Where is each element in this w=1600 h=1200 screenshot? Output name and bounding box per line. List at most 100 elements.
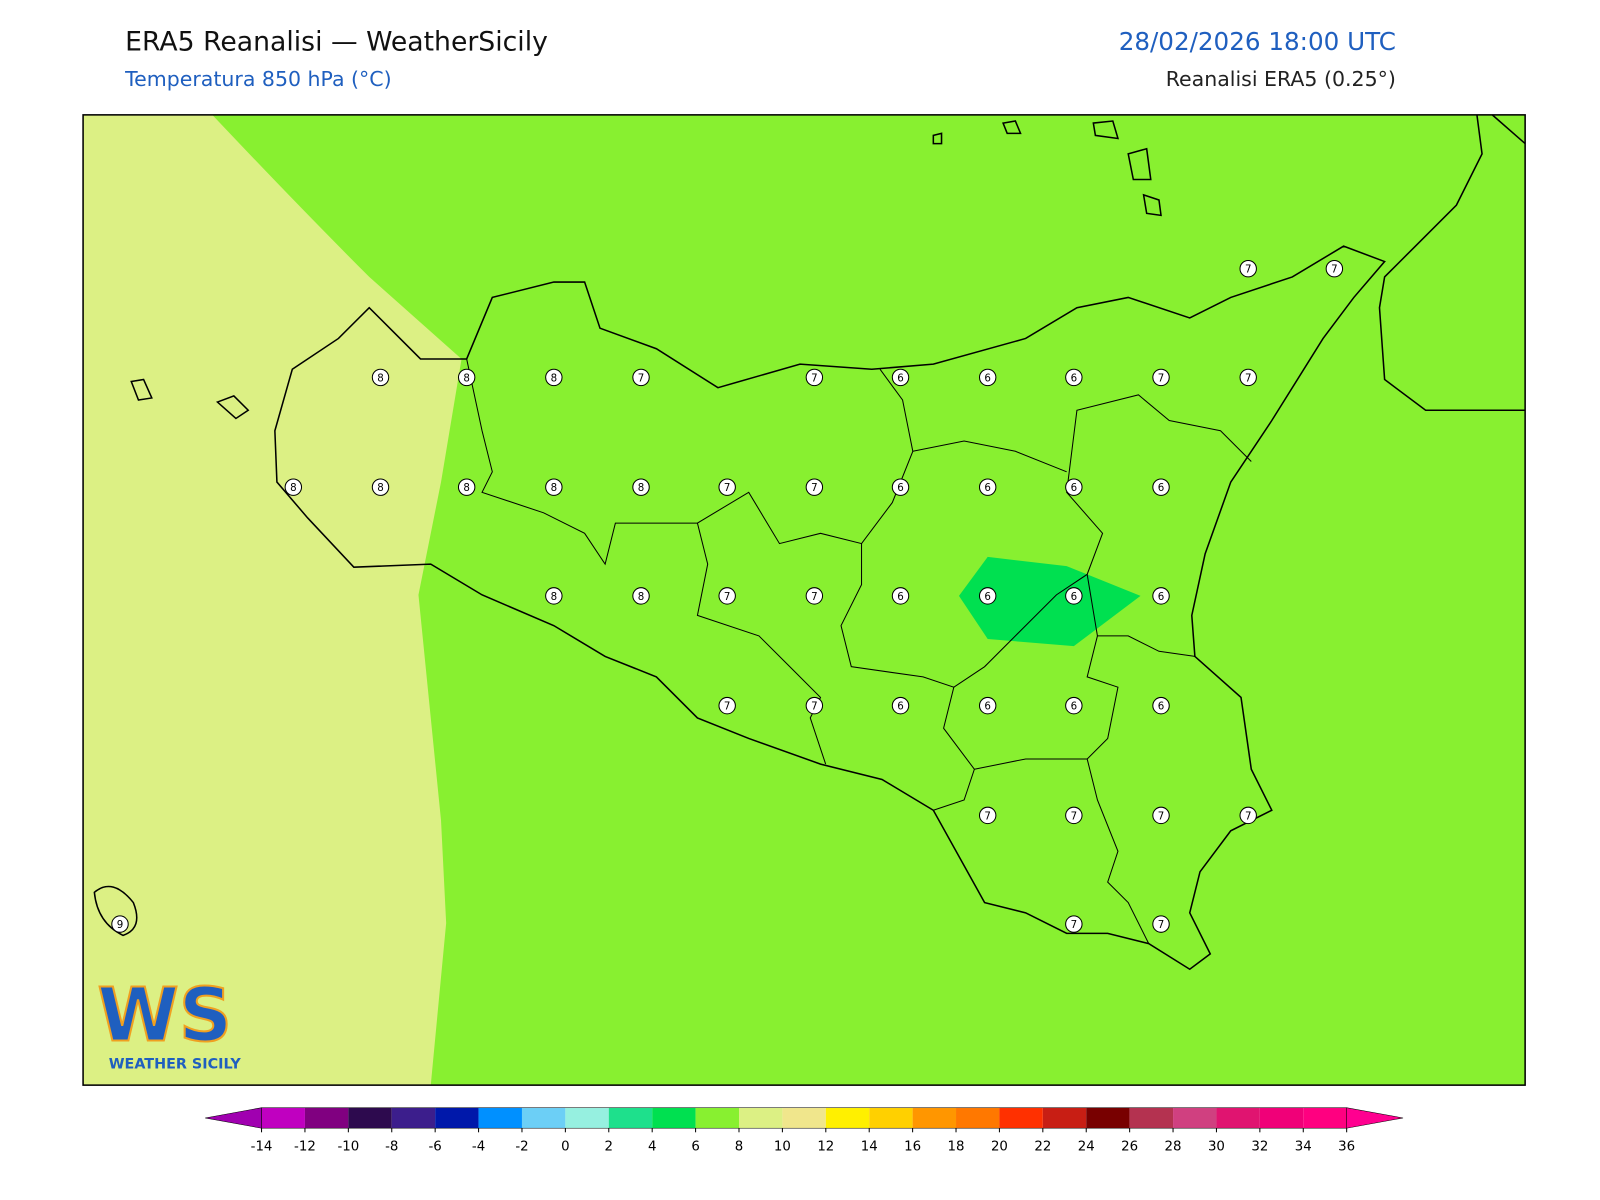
- station-value: 6: [1071, 482, 1078, 494]
- station-marker: [1239, 806, 1257, 825]
- station-value: 7: [1071, 810, 1078, 822]
- station-marker: [632, 368, 650, 387]
- colorbar-tick-label: 36: [1338, 1140, 1355, 1155]
- colorbar-bin: [435, 1107, 479, 1129]
- station-value: 8: [463, 372, 470, 384]
- station-marker: [805, 587, 824, 605]
- station-value: 8: [638, 482, 645, 494]
- station-value: 6: [984, 591, 991, 603]
- station-marker: [718, 587, 736, 605]
- colorbar-bin: [1216, 1107, 1260, 1129]
- station-value: 7: [1245, 372, 1252, 384]
- station-marker: [457, 478, 476, 496]
- station-marker: [1152, 696, 1170, 715]
- station-value: 7: [724, 701, 731, 713]
- station-marker: [978, 696, 997, 715]
- colorbar-bin: [1042, 1107, 1087, 1129]
- colorbar-tick-label: 26: [1121, 1140, 1138, 1155]
- colorbar-bin: [1303, 1107, 1347, 1129]
- colorbar-tick-label: 6: [691, 1140, 699, 1155]
- station-marker: [545, 478, 563, 496]
- station-marker: [1152, 587, 1170, 605]
- colorbar-tick-label: -12: [294, 1140, 316, 1155]
- station-marker: [978, 806, 997, 825]
- colorbar-tick-label: 28: [1165, 1140, 1182, 1155]
- station-value: 7: [1331, 264, 1338, 276]
- station-value: 8: [377, 372, 384, 384]
- station-value: 7: [984, 810, 991, 822]
- colorbar-bin: [565, 1107, 609, 1129]
- colorbar-bin: [825, 1107, 870, 1129]
- station-marker: [805, 368, 824, 387]
- station-value: 6: [1071, 372, 1078, 384]
- station-value: 7: [811, 482, 818, 494]
- colorbar-bin: [1129, 1107, 1174, 1129]
- map-frame: [82, 114, 1526, 1086]
- station-marker: [978, 587, 997, 605]
- colorbar-bin: [869, 1107, 913, 1129]
- colorbar-tick-label: -14: [251, 1140, 273, 1155]
- station-marker: [632, 587, 650, 605]
- station-marker: [1065, 696, 1083, 715]
- colorbar-bin: [782, 1107, 826, 1129]
- colorbar-tick-label: 34: [1295, 1140, 1312, 1155]
- colorbar-tick-label: 16: [904, 1140, 921, 1155]
- station-marker: [1239, 368, 1257, 387]
- station-value: 8: [551, 482, 558, 494]
- colorbar-tick-label: 32: [1251, 1140, 1268, 1155]
- station-marker: [1152, 368, 1170, 387]
- station-value: 7: [1158, 919, 1165, 931]
- colorbar-under: [205, 1107, 262, 1129]
- colorbar-tick-label: 10: [774, 1140, 791, 1155]
- station-marker: [1065, 806, 1083, 825]
- station-value: 6: [897, 591, 904, 603]
- colorbar-bin: [1259, 1107, 1304, 1129]
- colorbar-tick-label: -8: [385, 1140, 398, 1155]
- colorbar-tick-label: -6: [429, 1140, 442, 1155]
- station-value: 9: [117, 919, 124, 931]
- station-value: 7: [811, 591, 818, 603]
- station-marker: [632, 478, 650, 496]
- station-marker: [1065, 587, 1083, 605]
- colorbar-tick-label: 0: [561, 1140, 569, 1155]
- colorbar-bin: [1173, 1107, 1217, 1129]
- station-value: 6: [984, 701, 991, 713]
- station-value: 7: [724, 591, 731, 603]
- logo-name: WEATHER SICILY: [109, 1057, 242, 1073]
- source: Reanalisi ERA5 (0.25°): [1166, 67, 1396, 91]
- station-marker: [805, 696, 824, 715]
- station-marker: [718, 696, 736, 715]
- colorbar-tick-label: -2: [515, 1140, 528, 1155]
- station-value: 7: [1071, 919, 1078, 931]
- stations: 8 8 8 7 7 6 6 6 7 7 7 7 8 8 8 8 8 7 7 6 6 6 6 8 8 7 7 6 6 6 6 7 7 6 6 6 6 7 7 7…: [111, 259, 1344, 933]
- station-value: 7: [811, 701, 818, 713]
- station-marker: [891, 478, 910, 496]
- station-value: 6: [984, 482, 991, 494]
- station-value: 7: [811, 372, 818, 384]
- station-value: 6: [1158, 591, 1165, 603]
- field-10: [83, 114, 462, 1086]
- colorbar-frame: [261, 1107, 1347, 1129]
- title: ERA5 Reanalisi — WeatherSicily: [125, 27, 548, 58]
- station-marker: [371, 368, 390, 387]
- colorbar-tick-label: 12: [817, 1140, 834, 1155]
- station-marker: [718, 478, 736, 496]
- station-value: 8: [463, 482, 470, 494]
- station-marker: [284, 478, 303, 496]
- station-value: 6: [1158, 701, 1165, 713]
- station-value: 6: [1158, 482, 1165, 494]
- colorbar-tick-label: 20: [991, 1140, 1008, 1155]
- station-value: 8: [638, 591, 645, 603]
- colorbar-tick-label: 30: [1208, 1140, 1225, 1155]
- colorbar-bin: [1086, 1107, 1130, 1129]
- station-marker: [1152, 478, 1170, 496]
- coastlines: [93, 114, 1526, 971]
- station-marker: [1152, 915, 1170, 933]
- colorbar-bin: [999, 1107, 1043, 1129]
- station-marker: [805, 478, 824, 496]
- colorbar-bin: [956, 1107, 1000, 1129]
- station-marker: [1325, 259, 1344, 278]
- colorbar-bin: [738, 1107, 783, 1129]
- station-value: 8: [551, 372, 558, 384]
- station-value: 7: [1158, 810, 1165, 822]
